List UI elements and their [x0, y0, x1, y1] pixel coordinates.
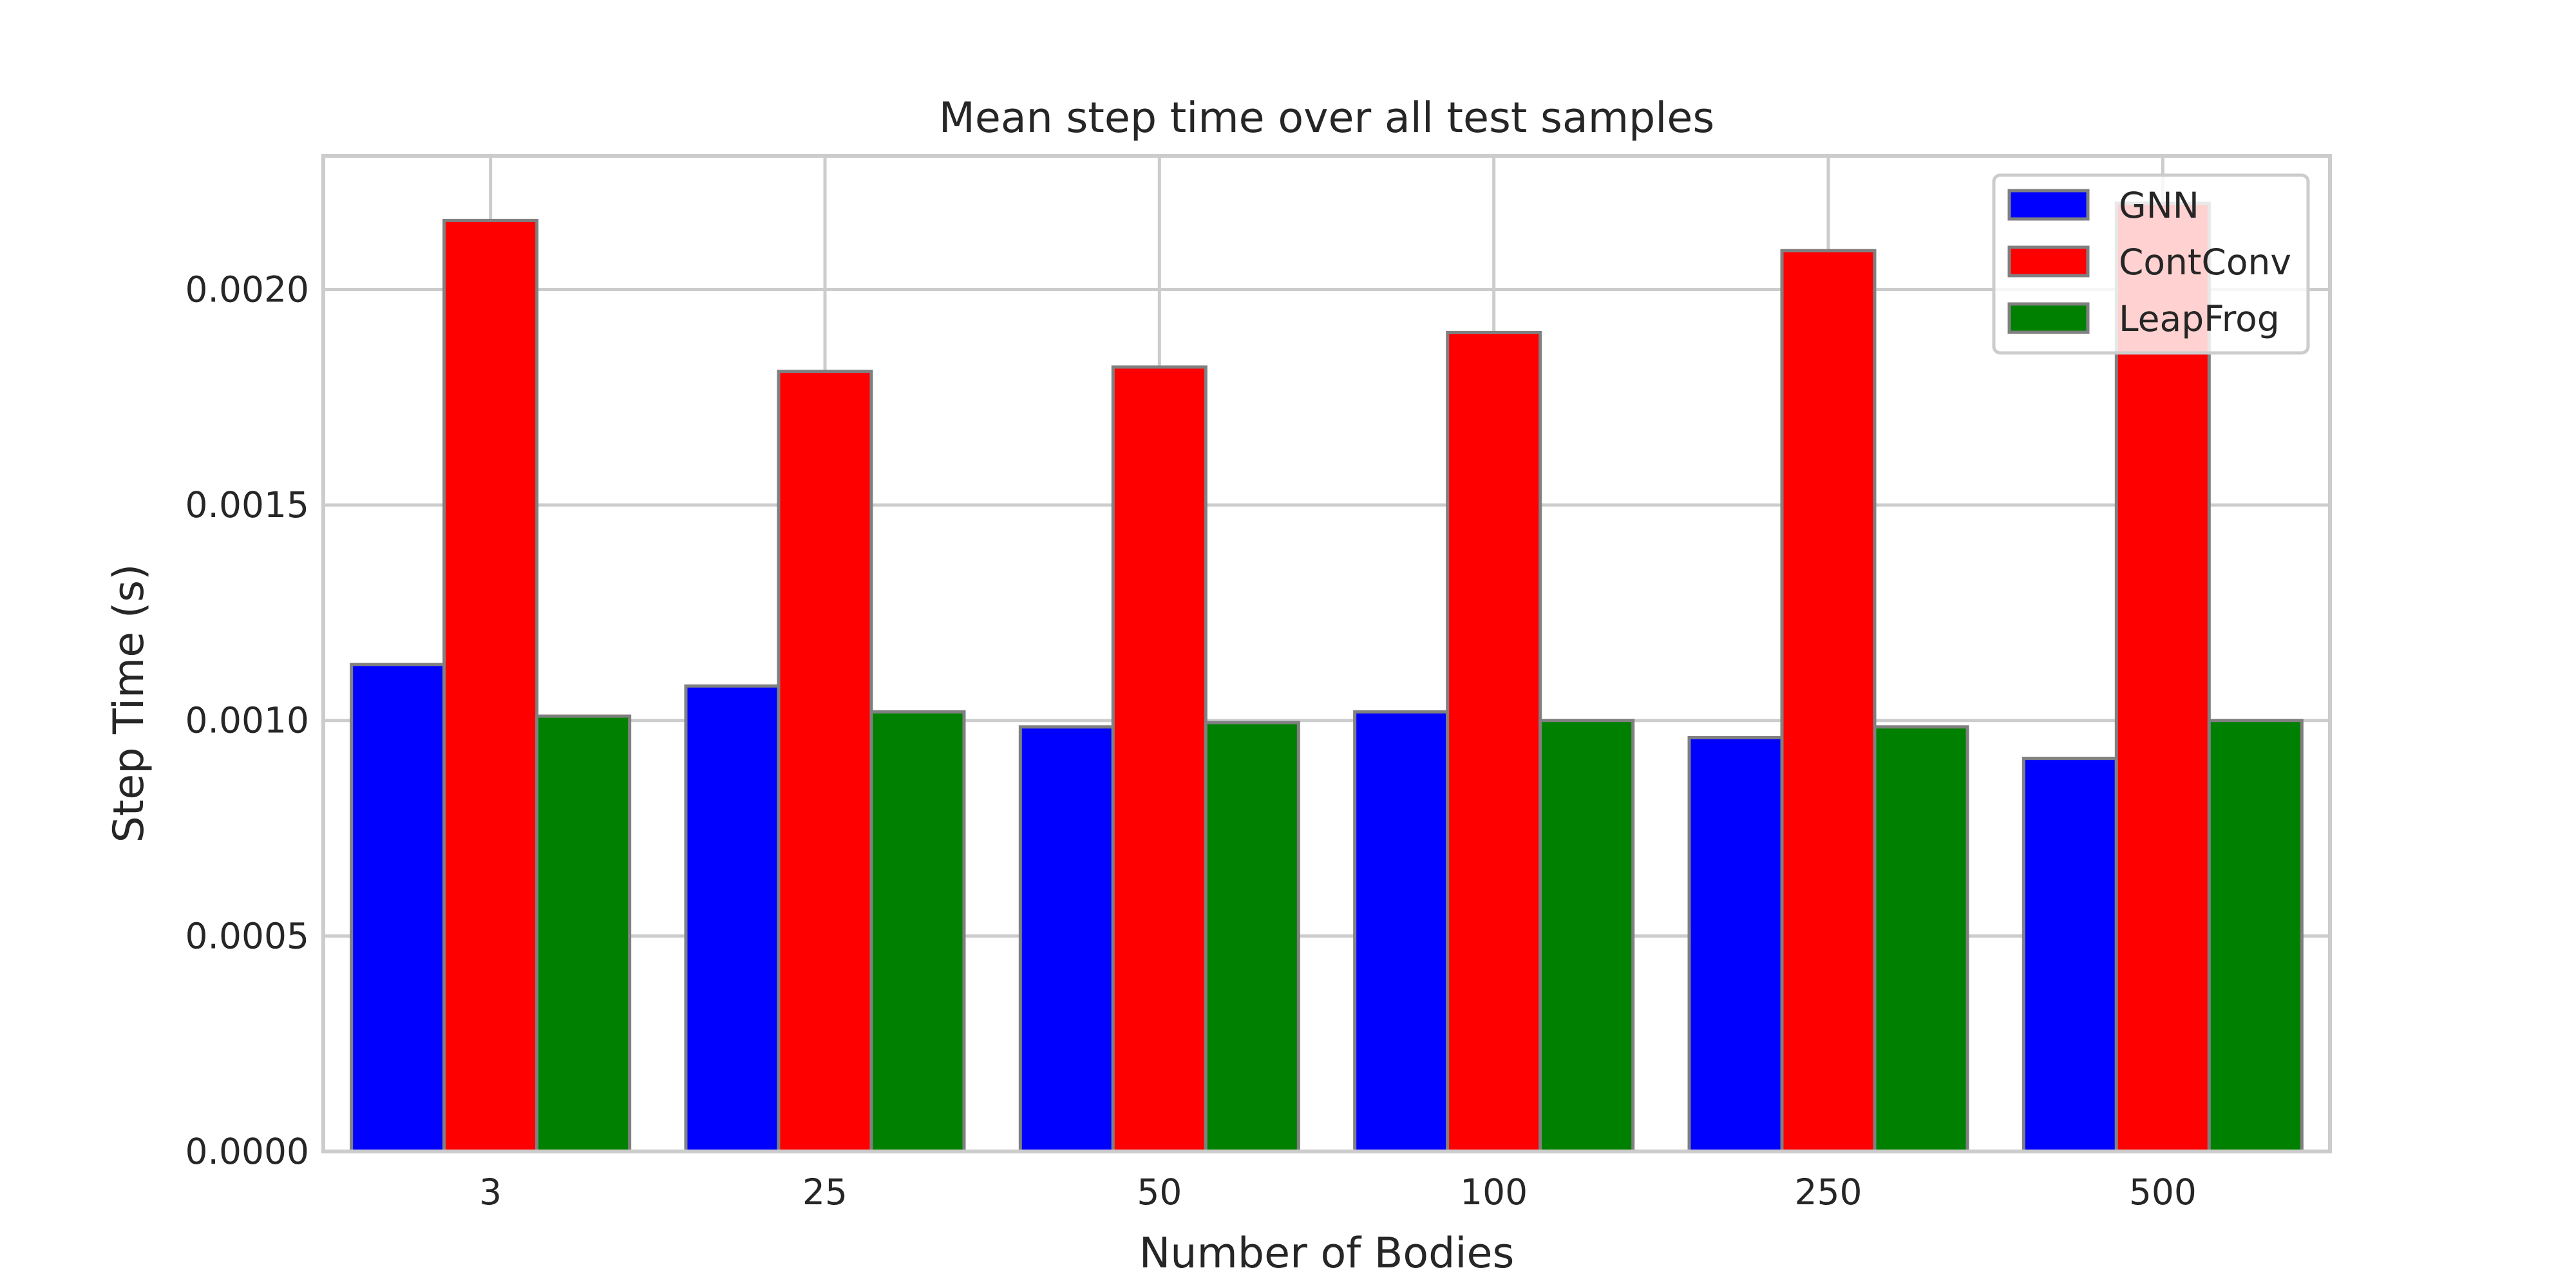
bar-leapfrog-250	[1873, 725, 1969, 1153]
x-tick-label: 250	[1795, 1171, 1862, 1213]
x-tick-label: 500	[2129, 1171, 2197, 1213]
y-tick-label: 0.0000	[185, 1131, 309, 1172]
x-tick-label: 3	[479, 1171, 502, 1213]
bar-contconv-3	[442, 218, 539, 1153]
bar-gnn-3	[350, 663, 446, 1153]
bar-leapfrog-50	[1204, 721, 1300, 1153]
legend-swatch-leapfrog	[2007, 302, 2090, 334]
y-tick-label: 0.0010	[185, 700, 309, 741]
bar-gnn-100	[1353, 710, 1450, 1153]
bar-contconv-25	[777, 370, 873, 1153]
bar-leapfrog-500	[2207, 719, 2304, 1153]
bar-gnn-25	[684, 684, 781, 1153]
bar-leapfrog-100	[1539, 719, 1635, 1153]
bar-contconv-250	[1780, 249, 1877, 1153]
bar-gnn-500	[2022, 757, 2118, 1153]
x-axis-label: Number of Bodies	[1139, 1229, 1515, 1278]
plot-frame	[321, 154, 2332, 1153]
y-axis-label: Step Time (s)	[105, 564, 153, 843]
y-tick-label: 0.0020	[185, 269, 309, 310]
bar-gnn-50	[1018, 725, 1115, 1153]
y-tick-label: 0.0015	[185, 484, 309, 526]
x-tick-label: 50	[1137, 1171, 1182, 1213]
chart-title: Mean step time over all test samples	[939, 94, 1714, 142]
bar-contconv-50	[1111, 365, 1208, 1153]
bar-leapfrog-3	[535, 714, 632, 1153]
y-tick-label: 0.0005	[185, 915, 309, 956]
legend-label-leapfrog: LeapFrog	[2119, 298, 2280, 339]
bar-gnn-250	[1687, 736, 1784, 1153]
x-tick-label: 25	[802, 1171, 848, 1213]
legend-swatch-contconv	[2007, 245, 2090, 278]
bar-leapfrog-25	[869, 710, 966, 1153]
bar-contconv-100	[1446, 330, 1542, 1153]
legend: GNN ContConv LeapFrog	[1992, 173, 2310, 355]
legend-swatch-gnn	[2007, 189, 2090, 221]
x-tick-labels: 3 25 50 100 250 500	[479, 1171, 2197, 1213]
legend-label-gnn: GNN	[2119, 185, 2199, 226]
x-tick-label: 100	[1460, 1171, 1528, 1213]
y-tick-labels: 0.0000 0.0005 0.0010 0.0015 0.0020	[185, 269, 309, 1172]
legend-label-contconv: ContConv	[2119, 242, 2291, 283]
